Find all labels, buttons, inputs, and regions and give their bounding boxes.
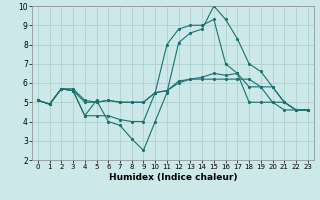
X-axis label: Humidex (Indice chaleur): Humidex (Indice chaleur) (108, 173, 237, 182)
